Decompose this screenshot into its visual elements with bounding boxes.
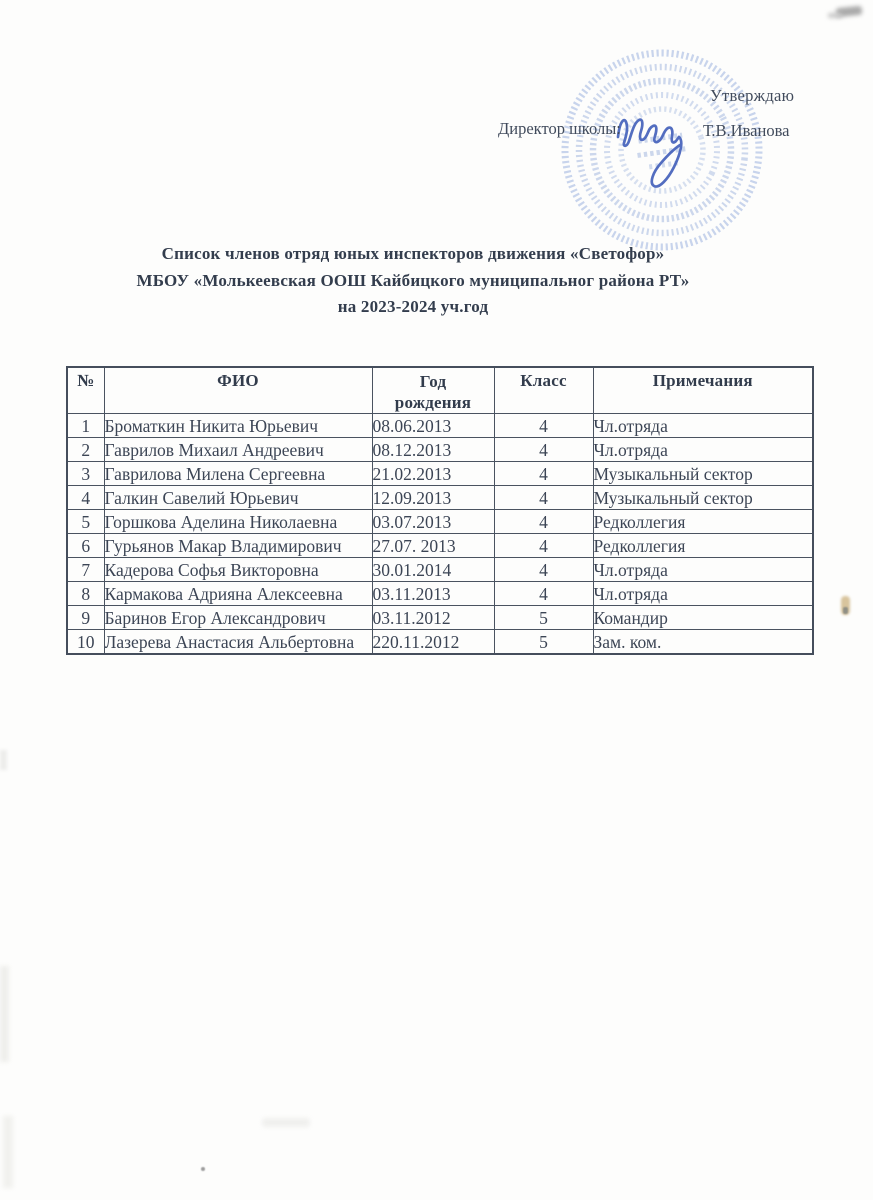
row-name: Лазерева Анастасия Альбертовна — [103, 629, 373, 655]
row-name: Горшкова Аделина Николаевна — [103, 509, 373, 534]
row-note: Зам. ком. — [592, 629, 814, 655]
table-row: 4 Галкин Савелий Юрьевич 12.09.2013 4 Му… — [66, 485, 814, 510]
row-name: Броматкин Никита Юрьевич — [103, 413, 373, 438]
row-note: Чл.отряда — [592, 437, 814, 462]
row-grade: 5 — [493, 629, 594, 655]
table-row: 8 Кармакова Адрияна Алексеевна 03.11.201… — [66, 581, 814, 606]
scan-artifact — [843, 607, 848, 614]
row-grade: 4 — [493, 581, 594, 606]
header-dob: Год рождения — [371, 366, 495, 414]
row-grade: 4 — [493, 533, 594, 558]
row-num: 8 — [66, 581, 105, 606]
scan-artifact — [0, 750, 7, 770]
table-row: 9 Баринов Егор Александрович 03.11.2012 … — [66, 605, 814, 630]
row-note: Командир — [592, 605, 814, 630]
row-num: 9 — [66, 605, 105, 630]
row-dob: 27.07. 2013 — [371, 533, 495, 558]
scan-artifact — [201, 1167, 205, 1171]
row-num: 1 — [66, 413, 105, 438]
row-dob: 03.11.2012 — [371, 605, 495, 630]
row-name: Баринов Егор Александрович — [103, 605, 373, 630]
row-grade: 4 — [493, 557, 594, 582]
row-num: 7 — [66, 557, 105, 582]
scan-artifact — [0, 966, 9, 1062]
row-name: Галкин Савелий Юрьевич — [103, 485, 373, 510]
row-note: Чл.отряда — [592, 557, 814, 582]
row-num: 2 — [66, 437, 105, 462]
table-row: 10 Лазерева Анастасия Альбертовна 220.11… — [66, 629, 814, 655]
header-dob-text: Год рождения — [394, 372, 472, 412]
row-name: Гаврилов Михаил Андреевич — [103, 437, 373, 462]
title-line-3: на 2023-2024 уч.год — [337, 297, 489, 316]
row-note: Музыкальный сектор — [592, 485, 814, 510]
row-dob: 08.06.2013 — [371, 413, 495, 438]
row-name: Кармакова Адрияна Алексеевна — [103, 581, 373, 606]
row-note: Чл.отряда — [592, 581, 814, 606]
row-note: Редколлегия — [592, 509, 814, 534]
row-note: Редколлегия — [592, 533, 814, 558]
header-note: Примечания — [592, 366, 814, 414]
scan-artifact — [3, 1116, 13, 1188]
row-num: 5 — [66, 509, 105, 534]
table-row: 2 Гаврилов Михаил Андреевич 08.12.2013 4… — [66, 437, 814, 462]
table-row: 3 Гаврилова Милена Сергеевна 21.02.2013 … — [66, 461, 814, 486]
title-line-1: Список членов отряд юных инспекторов дви… — [161, 244, 665, 263]
row-grade: 4 — [493, 509, 594, 534]
table-row: 7 Кадерова Софья Викторовна 30.01.2014 4… — [66, 557, 814, 582]
row-num: 6 — [66, 533, 105, 558]
round-seal-stamp — [561, 49, 763, 251]
row-num: 3 — [66, 461, 105, 486]
row-grade: 4 — [493, 461, 594, 486]
row-name: Гаврилова Милена Сергеевна — [103, 461, 373, 486]
table-row: 5 Горшкова Аделина Николаевна 03.07.2013… — [66, 509, 814, 534]
director-signature — [616, 118, 683, 188]
table-header-row: № ФИО Год рождения Класс Примечания — [66, 366, 814, 414]
row-note: Чл.отряда — [592, 413, 814, 438]
director-name: Т.В.Иванова — [703, 121, 790, 140]
approve-label: Утверждаю — [710, 86, 795, 105]
header-grade: Класс — [493, 366, 594, 414]
scan-artifact — [262, 1118, 310, 1127]
roster-table: № ФИО Год рождения Класс Примечания 1 Бр… — [66, 366, 814, 655]
document-title: Список членов отряд юных инспекторов дви… — [0, 241, 826, 321]
table-row: 1 Броматкин Никита Юрьевич 08.06.2013 4 … — [66, 413, 814, 438]
row-dob: 03.07.2013 — [371, 509, 495, 534]
row-grade: 5 — [493, 605, 594, 630]
row-dob: 03.11.2013 — [371, 581, 495, 606]
title-line-2: МБОУ «Молькеевская ООШ Кайбицкого муници… — [136, 270, 690, 290]
row-name: Гурьянов Макар Владимирович — [103, 533, 373, 558]
row-dob: 21.02.2013 — [371, 461, 495, 486]
header-num: № — [66, 366, 105, 414]
row-dob: 30.01.2014 — [371, 557, 495, 582]
row-grade: 4 — [493, 485, 594, 510]
row-name: Кадерова Софья Викторовна — [103, 557, 373, 582]
row-num: 4 — [66, 485, 105, 510]
row-grade: 4 — [493, 437, 594, 462]
row-grade: 4 — [493, 413, 594, 438]
scan-artifact — [828, 13, 842, 18]
scan-artifact — [841, 596, 850, 615]
header-fio: ФИО — [103, 366, 373, 414]
row-dob: 12.09.2013 — [371, 485, 495, 510]
row-num: 10 — [66, 629, 105, 655]
row-note: Музыкальный сектор — [592, 461, 814, 486]
table-row: 6 Гурьянов Макар Владимирович 27.07. 201… — [66, 533, 814, 558]
row-dob: 220.11.2012 — [371, 629, 495, 655]
director-label: Директор школы: — [498, 119, 621, 138]
row-dob: 08.12.2013 — [371, 437, 495, 462]
scan-artifact — [835, 5, 863, 18]
